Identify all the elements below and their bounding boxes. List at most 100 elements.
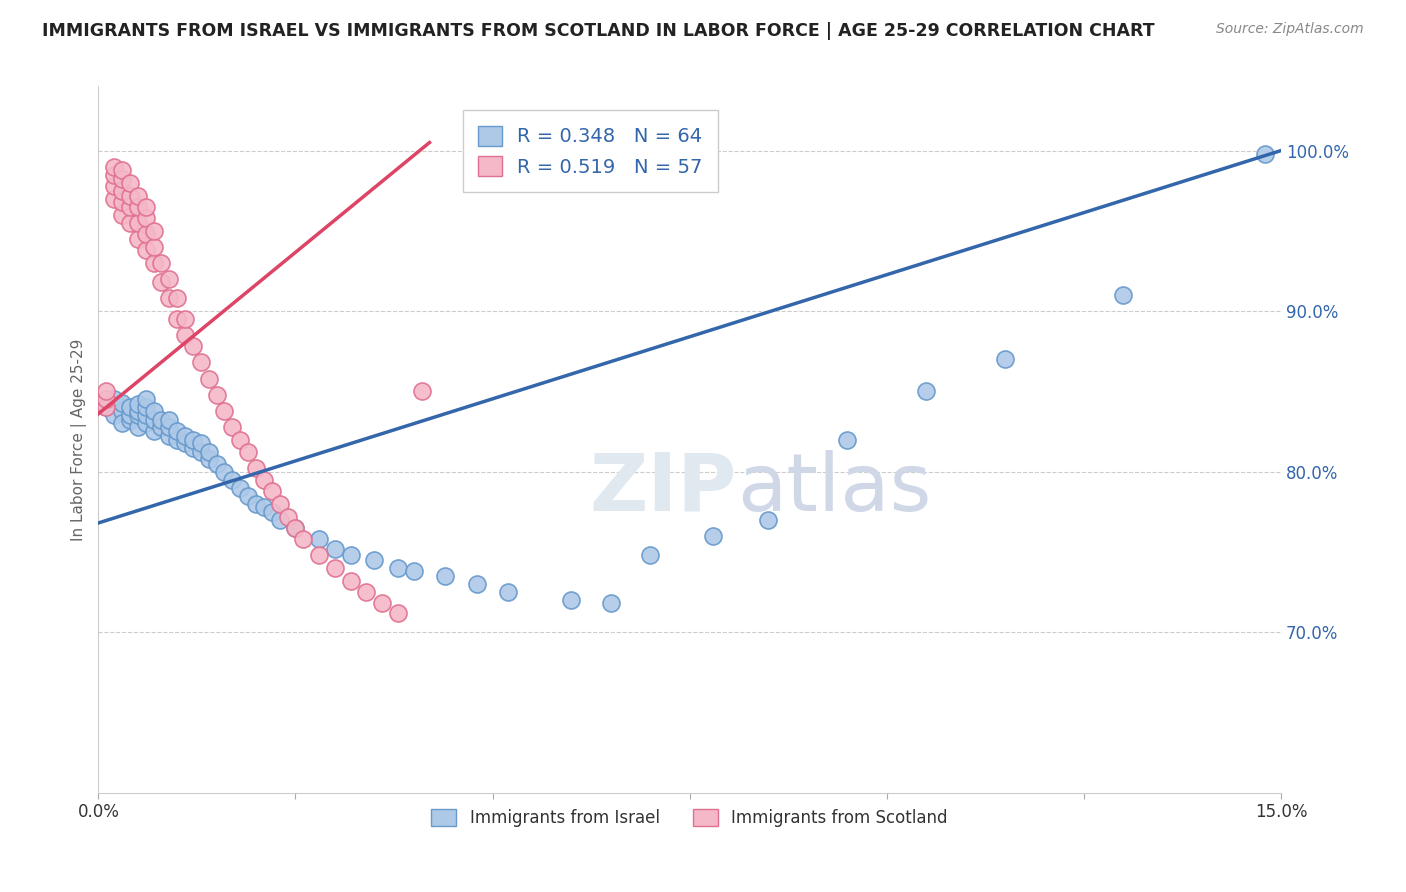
Point [103,409,125,423]
Point [308,548,330,562]
Point [142,425,165,439]
Point [638,548,661,562]
Point [837,433,859,447]
Point [118,401,141,415]
Point [229,433,252,447]
Point [111,194,134,209]
Point [1254,146,1277,161]
Point [157,272,180,286]
Point [599,596,621,610]
Point [150,419,173,434]
Point [323,561,346,575]
Point [1112,288,1135,302]
Text: atlas: atlas [737,450,931,528]
Point [702,529,724,543]
Point [915,384,938,399]
Point [127,232,149,246]
Point [371,596,394,610]
Point [103,160,125,174]
Point [135,243,157,257]
Point [269,513,291,527]
Point [174,312,197,326]
Point [150,413,173,427]
Point [157,413,180,427]
Point [498,585,520,599]
Point [127,409,149,423]
Point [253,500,276,514]
Point [111,208,134,222]
Point [127,403,149,417]
Point [127,188,149,202]
Point [111,172,134,186]
Point [758,513,780,527]
Point [103,178,125,193]
Point [135,401,157,415]
Point [387,606,409,620]
Point [994,352,1017,367]
Point [111,403,134,417]
Point [323,541,346,556]
Point [142,224,165,238]
Point [118,200,141,214]
Point [190,435,212,450]
Point [260,505,283,519]
Point [96,384,118,399]
Point [236,489,259,503]
Point [135,200,157,214]
Point [560,593,582,607]
Point [127,419,149,434]
Point [181,441,204,455]
Point [157,429,180,443]
Point [356,585,378,599]
Point [118,409,141,423]
Y-axis label: In Labor Force | Age 25-29: In Labor Force | Age 25-29 [72,338,87,541]
Point [190,445,212,459]
Text: ZIP: ZIP [589,450,737,528]
Point [127,200,149,214]
Point [363,553,385,567]
Point [284,521,307,535]
Point [465,577,488,591]
Point [245,461,267,475]
Point [260,483,283,498]
Point [150,275,173,289]
Point [166,312,188,326]
Point [339,548,361,562]
Point [111,184,134,198]
Point [135,409,157,423]
Point [142,256,165,270]
Point [118,188,141,202]
Point [174,435,197,450]
Point [174,328,197,343]
Point [214,465,236,479]
Point [236,445,259,459]
Point [103,192,125,206]
Point [205,387,228,401]
Point [284,521,307,535]
Point [174,429,197,443]
Point [277,509,299,524]
Point [181,339,204,353]
Point [127,397,149,411]
Point [197,445,219,459]
Point [127,216,149,230]
Point [103,392,125,407]
Point [214,403,236,417]
Point [221,419,243,434]
Point [157,419,180,434]
Point [103,168,125,182]
Point [339,574,361,588]
Point [118,413,141,427]
Point [197,371,219,385]
Point [197,451,219,466]
Point [205,457,228,471]
Point [142,403,165,417]
Point [387,561,409,575]
Point [96,392,118,407]
Point [221,473,243,487]
Point [292,532,315,546]
Point [245,497,267,511]
Point [190,355,212,369]
Point [111,395,134,409]
Point [434,569,457,583]
